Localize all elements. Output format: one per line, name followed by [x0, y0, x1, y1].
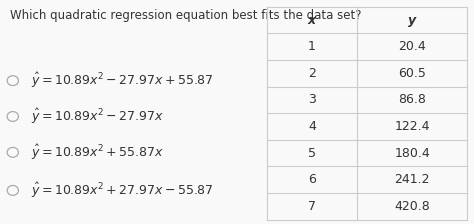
Text: 241.2: 241.2	[394, 173, 430, 186]
Text: 2: 2	[308, 67, 316, 80]
Text: 1: 1	[308, 40, 316, 53]
Text: 5: 5	[308, 146, 316, 159]
Text: y: y	[408, 13, 416, 26]
Text: 7: 7	[308, 200, 316, 213]
Text: x: x	[308, 13, 316, 26]
Text: Which quadratic regression equation best fits the data set?: Which quadratic regression equation best…	[10, 9, 362, 22]
Text: $\hat{y} = 10.89x^2 + 27.97x - 55.87$: $\hat{y} = 10.89x^2 + 27.97x - 55.87$	[31, 181, 213, 200]
Text: 6: 6	[308, 173, 316, 186]
Text: $\hat{y} = 10.89x^2 + 55.87x$: $\hat{y} = 10.89x^2 + 55.87x$	[31, 143, 164, 162]
Text: $\hat{y} = 10.89x^2 - 27.97x + 55.87$: $\hat{y} = 10.89x^2 - 27.97x + 55.87$	[31, 71, 213, 90]
Text: 420.8: 420.8	[394, 200, 430, 213]
Text: $\hat{y} = 10.89x^2 - 27.97x$: $\hat{y} = 10.89x^2 - 27.97x$	[31, 107, 164, 126]
Text: 180.4: 180.4	[394, 146, 430, 159]
Text: 60.5: 60.5	[398, 67, 426, 80]
Text: 20.4: 20.4	[399, 40, 426, 53]
Text: 4: 4	[308, 120, 316, 133]
Text: 122.4: 122.4	[394, 120, 430, 133]
Text: 86.8: 86.8	[398, 93, 426, 106]
Text: 3: 3	[308, 93, 316, 106]
